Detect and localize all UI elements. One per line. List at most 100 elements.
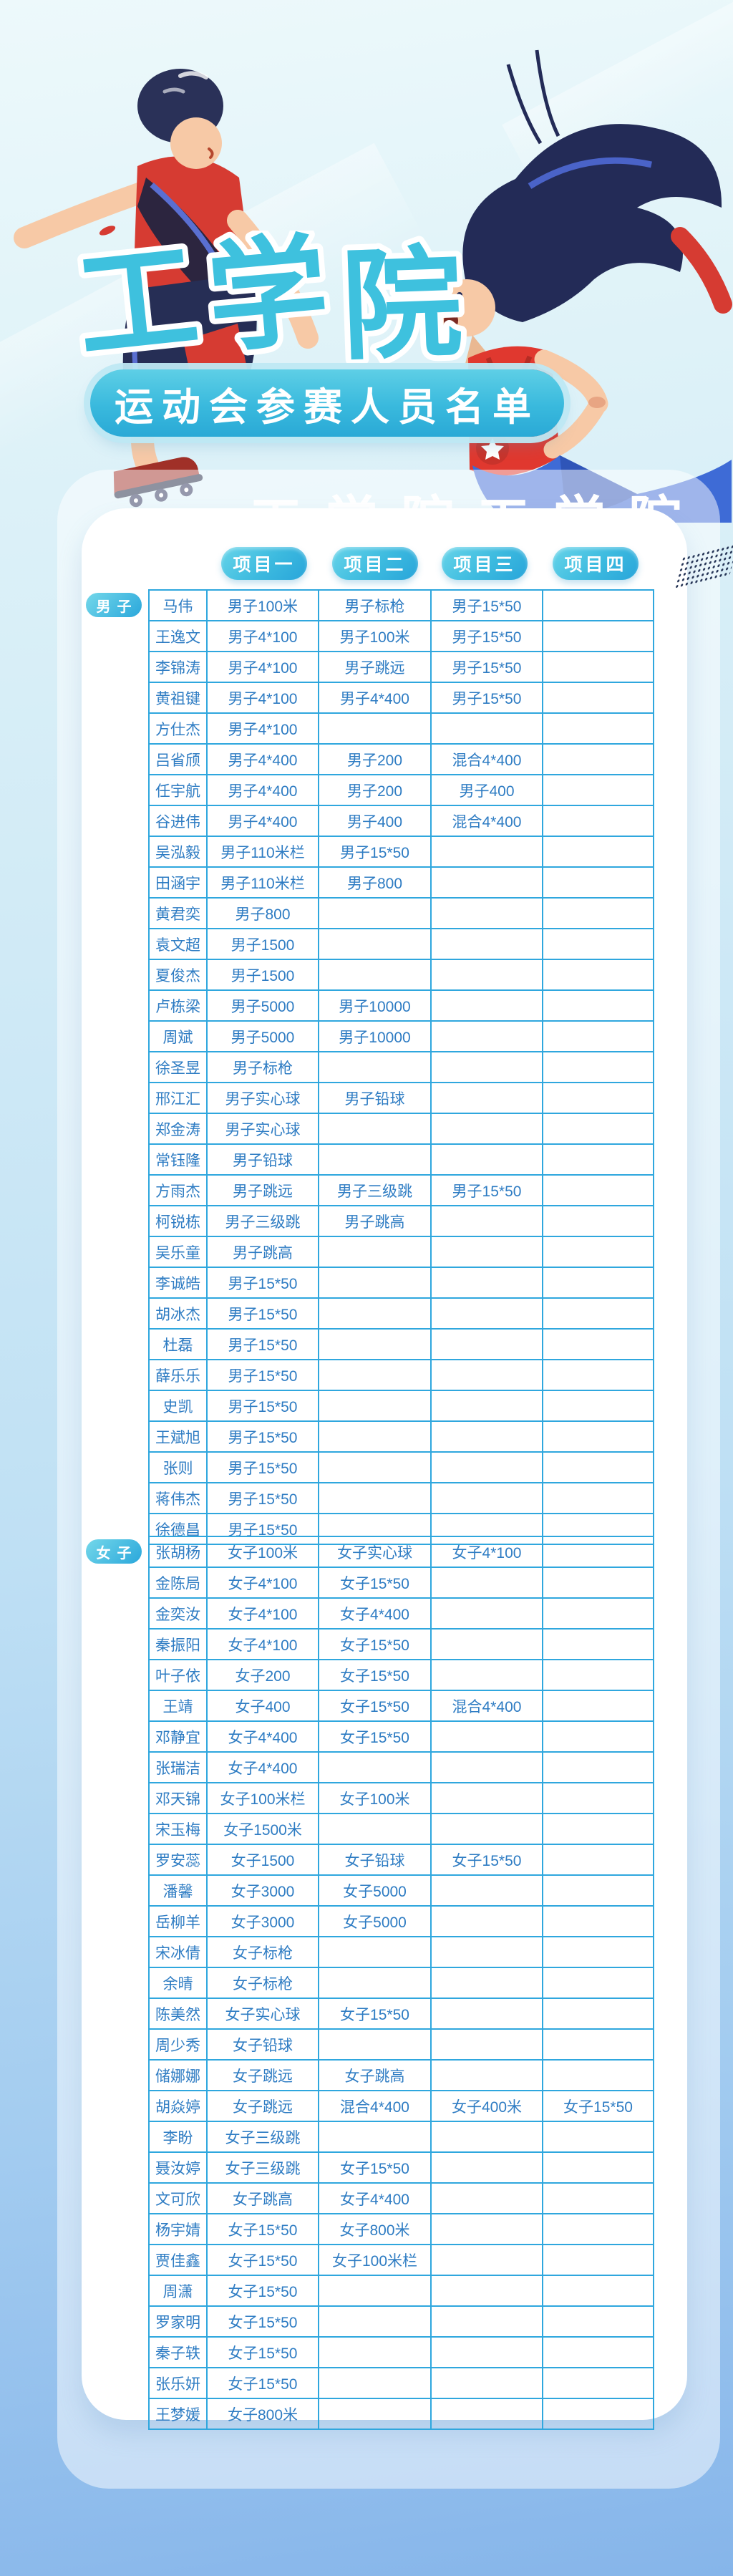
- table-row: 秦振阳 女子4*100 女子15*50: [148, 1628, 654, 1660]
- event-cell: 男子100米: [206, 589, 319, 621]
- event-cell: 女子实心球: [318, 1536, 432, 1568]
- table-row: 胡焱婷 女子跳远 混合4*400 女子400米 女子15*50: [148, 2090, 654, 2122]
- event-cell: [430, 2059, 543, 2091]
- table-row: 宋玉梅 女子1500米: [148, 1813, 654, 1845]
- event-cell: [542, 620, 654, 652]
- event-cell: 男子跳远: [206, 1174, 319, 1206]
- event-cell: [542, 2336, 654, 2368]
- event-cell: 女子100米栏: [318, 2244, 432, 2276]
- event-cell: [430, 1451, 543, 1483]
- event-cell: 男子标枪: [206, 1051, 319, 1083]
- athlete-name-cell: 周斌: [148, 1020, 208, 1052]
- event-cell: [542, 2151, 654, 2184]
- event-cell: [542, 589, 654, 621]
- event-cell: [542, 2182, 654, 2214]
- event-cell: 女子15*50: [206, 2305, 319, 2338]
- athlete-name-cell: 王逸文: [148, 620, 208, 652]
- athlete-name-cell: 杨宇婧: [148, 2213, 208, 2245]
- event-cell: [542, 2059, 654, 2091]
- athlete-name-cell: 柯锐栋: [148, 1205, 208, 1237]
- event-cell: [542, 1628, 654, 1660]
- athlete-name-cell: 宋玉梅: [148, 1813, 208, 1845]
- event-cell: 男子跳高: [206, 1236, 319, 1268]
- athlete-name-cell: 周少秀: [148, 2028, 208, 2061]
- event-cell: [430, 959, 543, 991]
- table-row: 岳柳羊 女子3000 女子5000: [148, 1905, 654, 1937]
- athlete-name-cell: 卢栋梁: [148, 989, 208, 1022]
- event-cell: 女子4*100: [430, 1536, 543, 1568]
- event-cell: [318, 2305, 432, 2338]
- event-cell: [430, 897, 543, 929]
- event-cell: [430, 2182, 543, 2214]
- athlete-name-cell: 周潇: [148, 2275, 208, 2307]
- table-row: 邓天锦 女子100米栏 女子100米: [148, 1782, 654, 1814]
- athlete-name-cell: 吴泓毅: [148, 836, 208, 868]
- svg-text:院: 院: [339, 236, 464, 370]
- event-cell: 女子5000: [318, 1905, 432, 1937]
- event-cell: 男子10000: [318, 989, 432, 1022]
- event-cell: 男子1500: [206, 959, 319, 991]
- table-row: 黄君奕 男子800: [148, 897, 654, 929]
- event-cell: [430, 712, 543, 745]
- athlete-name-cell: 叶子依: [148, 1659, 208, 1691]
- event-cell: 男子400: [318, 805, 432, 837]
- event-cell: 男子标枪: [318, 589, 432, 621]
- event-cell: [430, 1628, 543, 1660]
- table-row: 王逸文 男子4*100 男子100米 男子15*50: [148, 620, 654, 652]
- event-cell: [542, 1813, 654, 1845]
- event-cell: 男子10000: [318, 1020, 432, 1052]
- table-row: 贾佳鑫 女子15*50 女子100米栏: [148, 2244, 654, 2276]
- athlete-name-cell: 黄祖键: [148, 682, 208, 714]
- event-cell: 男子跳高: [318, 1205, 432, 1237]
- event-cell: 男子4*400: [206, 743, 319, 775]
- event-cell: 男子15*50: [206, 1359, 319, 1391]
- event-cell: 女子跳远: [206, 2059, 319, 2091]
- event-cell: [430, 2213, 543, 2245]
- table-row: 方仕杰 男子4*100: [148, 712, 654, 745]
- event-cell: 女子15*50: [542, 2090, 654, 2122]
- event-cell: [318, 1143, 432, 1176]
- event-cell: 男子15*50: [430, 589, 543, 621]
- table-row: 周少秀 女子铅球: [148, 2028, 654, 2061]
- table-row: 金奕汝 女子4*100 女子4*400: [148, 1597, 654, 1630]
- event-cell: [542, 1328, 654, 1360]
- event-cell: 男子800: [318, 866, 432, 899]
- section-label-women: 女子: [86, 1539, 142, 1564]
- event-cell: 女子跳高: [318, 2059, 432, 2091]
- event-cell: 男子实心球: [206, 1082, 319, 1114]
- event-cell: 男子4*100: [206, 620, 319, 652]
- event-cell: [542, 2213, 654, 2245]
- athlete-name-cell: 王斌旭: [148, 1420, 208, 1453]
- event-cell: [542, 1390, 654, 1422]
- athlete-name-cell: 张瑞洁: [148, 1751, 208, 1783]
- table-row: 王靖 女子400 女子15*50 混合4*400: [148, 1690, 654, 1722]
- table-row: 罗家明 女子15*50: [148, 2305, 654, 2338]
- event-cell: [318, 1236, 432, 1268]
- event-cell: [542, 1536, 654, 1568]
- event-cell: [430, 1297, 543, 1330]
- event-cell: [430, 1567, 543, 1599]
- event-cell: [542, 774, 654, 806]
- event-cell: [542, 1844, 654, 1876]
- table-row: 潘馨 女子3000 女子5000: [148, 1874, 654, 1907]
- athlete-name-cell: 王靖: [148, 1690, 208, 1722]
- event-cell: [542, 1690, 654, 1722]
- event-cell: [542, 1720, 654, 1753]
- event-cell: [542, 1874, 654, 1907]
- event-cell: [542, 866, 654, 899]
- athlete-name-cell: 黄君奕: [148, 897, 208, 929]
- athlete-name-cell: 胡焱婷: [148, 2090, 208, 2122]
- event-cell: 女子15*50: [318, 1720, 432, 1753]
- table-row: 任宇航 男子4*400 男子200 男子400: [148, 774, 654, 806]
- event-cell: [430, 989, 543, 1022]
- event-cell: [542, 1420, 654, 1453]
- event-cell: [430, 1205, 543, 1237]
- event-cell: [430, 1328, 543, 1360]
- athlete-name-cell: 王梦媛: [148, 2398, 208, 2430]
- page-title: 工 学 院: [65, 231, 470, 370]
- athlete-name-cell: 秦子轶: [148, 2336, 208, 2368]
- athlete-name-cell: 罗家明: [148, 2305, 208, 2338]
- table-row: 王梦媛 女子800米: [148, 2398, 654, 2430]
- event-cell: [318, 1420, 432, 1453]
- event-cell: 男子4*400: [206, 774, 319, 806]
